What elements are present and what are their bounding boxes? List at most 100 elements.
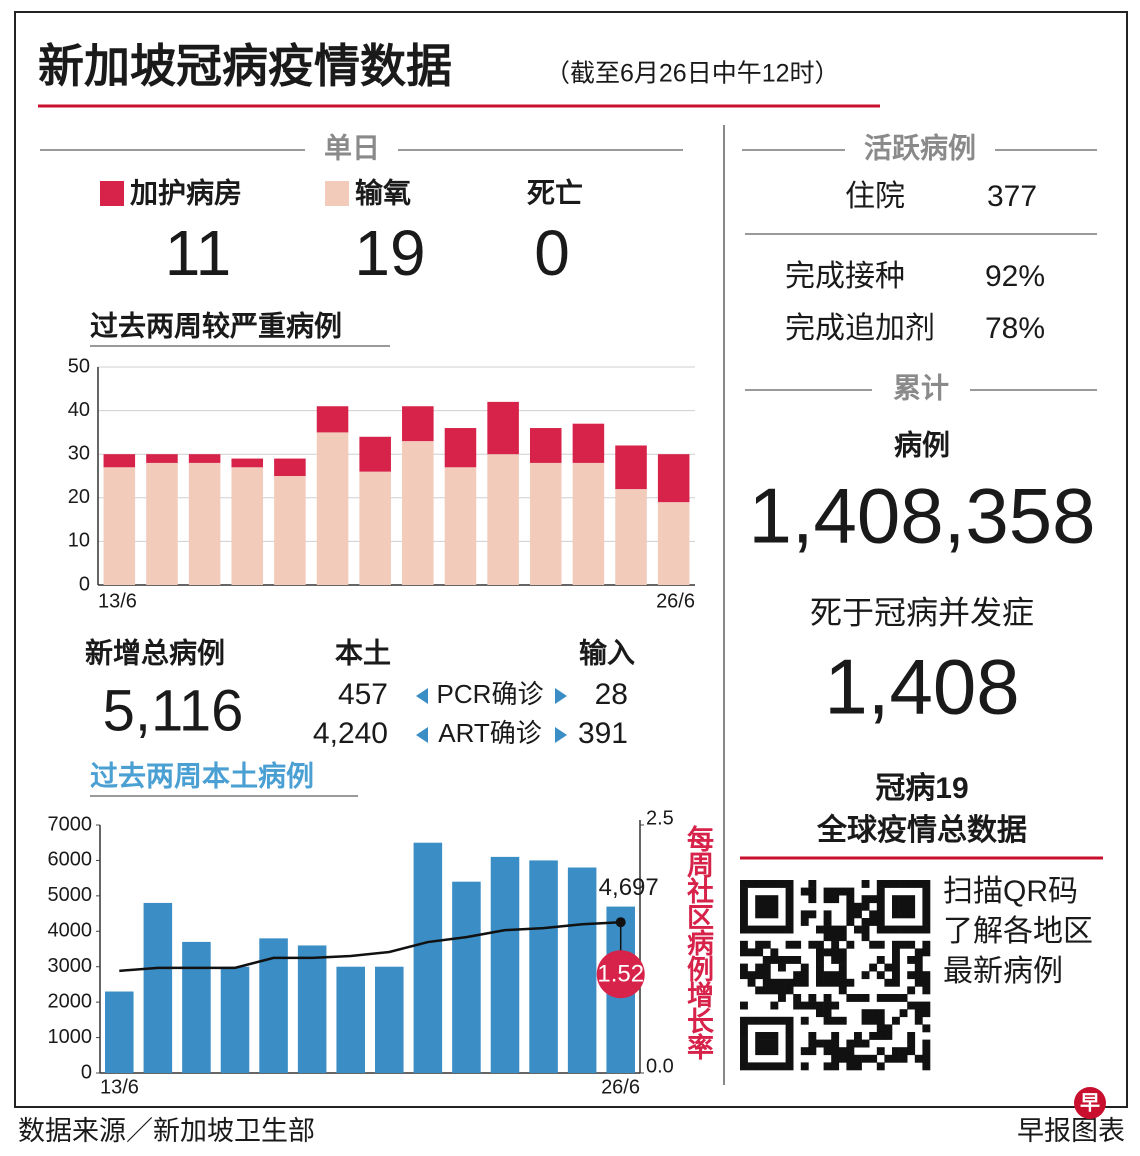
qr-module [876,956,885,964]
qr-module [747,971,756,980]
qr-module [816,956,824,964]
bar [274,458,306,476]
bar [103,467,136,585]
qr-module [808,940,817,949]
qr-module [800,1047,809,1056]
qr-module [914,1016,923,1025]
qr-module [778,963,786,972]
qr-module [914,1001,923,1010]
qr-module [846,918,855,926]
qr-module [755,1047,764,1056]
y2-tick-label: 2.5 [646,807,674,829]
qr-module [770,895,779,904]
qr-module [869,940,878,949]
qr-module [892,925,900,934]
qr-module [740,1047,748,1056]
qr-module [876,918,885,926]
qr-module [770,902,779,911]
qr-module [914,971,923,980]
qr-module [747,978,756,987]
qr-module [869,1009,878,1018]
qr-module [884,880,893,888]
qr-module [907,895,916,904]
qr-module [770,986,779,995]
qr-module [808,1047,817,1056]
qr-module [838,986,847,995]
qr-module [816,1039,824,1048]
qr-module [922,1062,931,1071]
vax-value: 92% [985,260,1045,293]
qr-module [869,895,878,904]
qr-module [762,963,771,972]
qr-module [740,895,748,904]
qr-module [785,895,794,904]
bar [375,966,404,1073]
qr-module [831,940,840,949]
bar [359,471,391,585]
qr-module [922,887,931,896]
qr-module [922,978,931,987]
qr-module [770,1047,779,1056]
qr-module [914,978,923,987]
qr-module [922,925,931,934]
new-cases-label: 新增总病例 [85,637,225,668]
qr-module [740,1032,748,1040]
value-label: 4,697 [599,874,659,901]
qr-module [770,880,779,888]
qr-module [846,1047,855,1056]
bar [103,454,136,468]
y-tick-label: 40 [68,399,90,421]
qr-module [785,1062,794,1071]
qr-module [899,880,908,888]
y-tick-label: 2000 [48,990,93,1012]
qr-module [922,948,931,957]
x-tick-label: 13/6 [98,590,137,612]
qr-module [892,963,900,972]
qr-module [785,887,794,896]
icu-count: 11 [165,217,231,289]
qr-module [846,887,855,896]
bar [146,454,178,463]
qr-module [808,887,817,896]
qr-module [800,1016,809,1025]
qr-module [740,902,748,911]
qr-module [755,971,764,980]
qr-module [922,918,931,926]
qr-module [831,1047,840,1056]
qr-module [770,1062,779,1071]
qr-module [800,971,809,980]
qr-module [800,1062,809,1071]
logo [1074,1087,1106,1119]
qr-module [884,963,893,972]
qr-module [823,1001,832,1010]
qr-module [854,1039,862,1048]
qr-module [922,1054,931,1063]
qr-module [907,986,916,995]
qr-module [770,948,779,957]
title: 新加坡冠病疫情数据 [38,40,452,92]
qr-module [762,1039,771,1048]
qr-module [876,887,885,896]
qr-module [800,887,809,896]
y-tick-label: 10 [68,530,90,552]
qr-module [740,1062,748,1071]
y-tick-label: 4000 [48,920,93,942]
qr-module [785,1032,794,1040]
qr-module [762,978,771,987]
qr-module [778,994,786,1002]
qr-module [846,1039,855,1048]
qr-module [778,1062,786,1071]
qr-module [861,1039,870,1048]
qr-code[interactable] [740,880,931,1071]
qr-module [899,925,908,934]
qr-module [823,1009,832,1018]
bar [572,462,605,585]
qr-module [861,925,870,934]
qr-text: 最新病例 [943,955,1063,988]
qr-module [854,925,862,934]
logo-text: 早 [1080,1092,1100,1114]
qr-module [785,880,794,888]
bar [487,401,519,455]
qr-module [740,1001,748,1010]
qr-module [831,956,840,964]
